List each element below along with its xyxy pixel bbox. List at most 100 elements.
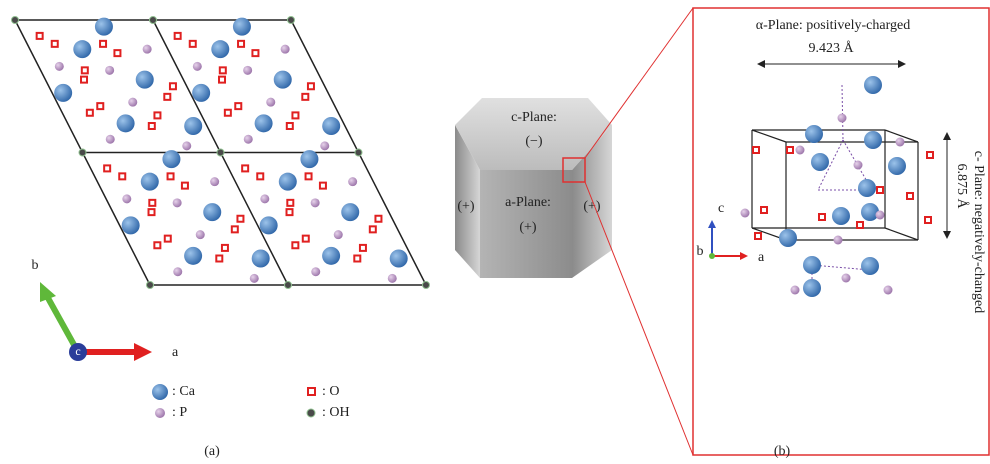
o-atom (360, 245, 366, 251)
p-atom (741, 209, 750, 218)
ca-atom (122, 216, 140, 234)
oh-atom (79, 149, 86, 156)
p-atom (196, 230, 205, 239)
o-atom (237, 216, 243, 222)
oh-atom (150, 17, 157, 24)
ca-atom (184, 117, 202, 135)
o-atom (149, 200, 155, 206)
ca-atom (136, 71, 154, 89)
legend-o (308, 388, 315, 395)
p-atom (896, 138, 905, 147)
prism-label: c-Plane: (511, 110, 557, 125)
inset-frame (693, 8, 989, 455)
legend-ca (152, 384, 168, 400)
ca-atom (192, 84, 210, 102)
ca-atom (779, 229, 797, 247)
o-atom (225, 110, 231, 116)
o-atom (907, 193, 913, 199)
ca-atom (861, 203, 879, 221)
p-atom (173, 267, 182, 276)
ca-atom (184, 247, 202, 265)
p-atom (143, 45, 152, 54)
p-atom (210, 177, 219, 186)
zoom-line (585, 8, 693, 158)
o-atom (375, 216, 381, 222)
oh-atom (355, 149, 362, 156)
o-atom (165, 236, 171, 242)
o-atom (287, 123, 293, 129)
o-atom (182, 183, 188, 189)
o-atom (877, 187, 883, 193)
p-atom (791, 286, 800, 295)
p-atom (320, 141, 329, 150)
o-atom (302, 94, 308, 100)
o-atom (235, 103, 241, 109)
o-atom (52, 41, 58, 47)
p-atom (122, 194, 131, 203)
ca-atom (255, 114, 273, 132)
zoom-line (585, 182, 693, 455)
axis-label: c (75, 344, 80, 358)
o-atom (170, 83, 176, 89)
o-atom (154, 112, 160, 118)
o-atom (114, 50, 120, 56)
o-atom (81, 77, 87, 83)
dimension-label: 6.875 Å (954, 163, 970, 209)
oh-atom (147, 282, 154, 289)
ca-atom (252, 250, 270, 268)
p-atom (842, 274, 851, 283)
prism-label: (+) (519, 220, 537, 235)
p-atom (884, 286, 893, 295)
oh-atom (285, 282, 292, 289)
ca-atom (322, 247, 340, 265)
ca-atom (803, 279, 821, 297)
p-atom (838, 114, 847, 123)
o-atom (242, 165, 248, 171)
p-atom (106, 135, 115, 144)
arrowhead (134, 343, 152, 361)
ca-atom (203, 203, 221, 221)
p-atom (876, 211, 885, 220)
p-atom (128, 98, 137, 107)
ca-atom (117, 114, 135, 132)
prism-label: (+) (583, 199, 601, 214)
axis-label: a (758, 250, 765, 265)
inset-axis-b (709, 253, 715, 259)
o-atom (104, 165, 110, 171)
ca-atom (864, 131, 882, 149)
ca-atom (233, 18, 251, 36)
inset-title: α-Plane: positively-charged (756, 18, 910, 33)
p-atom (243, 66, 252, 75)
o-atom (257, 173, 263, 179)
ca-atom (211, 40, 229, 58)
o-atom (308, 83, 314, 89)
ca-atom (341, 203, 359, 221)
p-atom (388, 274, 397, 283)
p-atom (244, 135, 253, 144)
axis-b-arrow (48, 298, 78, 352)
ca-atom (54, 84, 72, 102)
o-atom (238, 41, 244, 47)
ca-atom (300, 150, 318, 168)
o-atom (370, 226, 376, 232)
o-atom (927, 152, 933, 158)
o-atom (292, 112, 298, 118)
ca-atom (279, 173, 297, 191)
ca-atom (260, 216, 278, 234)
ca-atom (390, 250, 408, 268)
ca-atom (805, 125, 823, 143)
oh-atom (288, 17, 295, 24)
ca-atom (95, 18, 113, 36)
p-atom (311, 267, 320, 276)
p-atom (281, 45, 290, 54)
ca-atom (803, 256, 821, 274)
ca-atom (832, 207, 850, 225)
o-atom (175, 33, 181, 39)
oh-atom (12, 17, 19, 24)
o-atom (87, 110, 93, 116)
prism-label: (+) (457, 199, 475, 214)
ca-atom (861, 257, 879, 275)
o-atom (154, 242, 160, 248)
o-atom (320, 183, 326, 189)
legend-label: : Ca (172, 384, 196, 399)
